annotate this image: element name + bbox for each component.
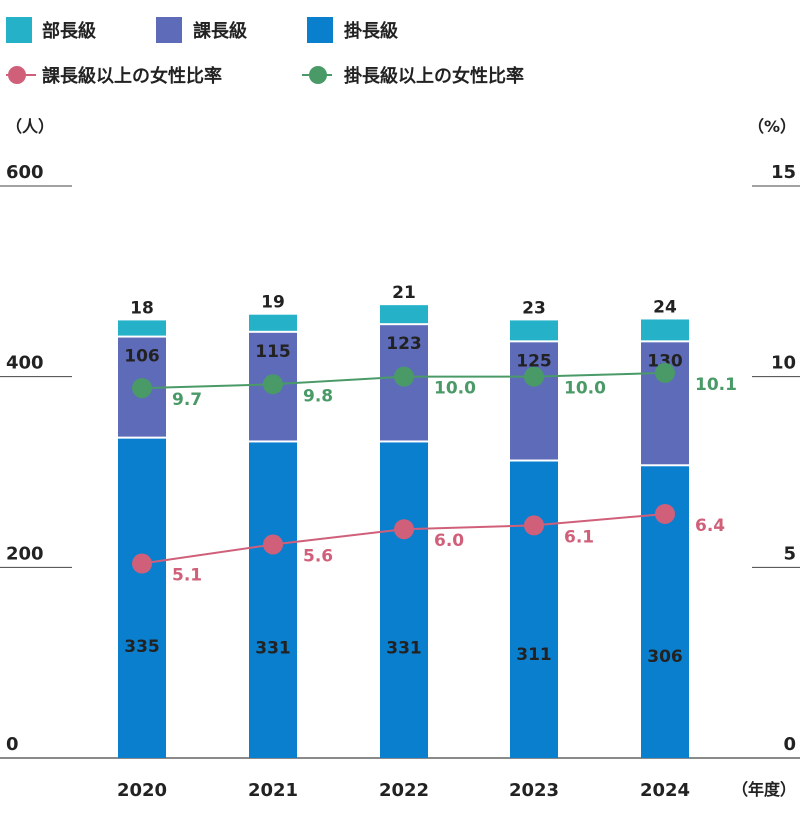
bar-value-label: 335: [124, 637, 160, 657]
y-right-tick-label: 10: [771, 353, 796, 374]
legend-label-kakaricho-ratio: 掛長級以上の女性比率: [344, 65, 524, 87]
bar-segment: [510, 461, 558, 758]
bar-value-label: 23: [522, 298, 546, 318]
legend-swatch-kakaricho: [307, 17, 333, 43]
bar-value-label: 115: [255, 342, 291, 362]
y-right-unit: （%）: [748, 117, 796, 136]
bar-value-label: 106: [124, 347, 160, 367]
x-tick-label: 2021: [248, 780, 298, 801]
ratio-value-label: 10.1: [695, 375, 737, 395]
bar-segment: [641, 319, 689, 341]
bar-segment: [380, 442, 428, 758]
ratio-value-label: 10.0: [434, 379, 476, 399]
bar-segment: [510, 320, 558, 341]
ratio-value-label: 5.1: [172, 566, 202, 586]
bar-segment: [249, 442, 297, 758]
x-tick-label: 2023: [509, 780, 559, 801]
x-tick-label: 2020: [117, 780, 167, 801]
legend-marker-kakaricho-ratio: [309, 66, 327, 84]
bar-segment: [641, 342, 689, 465]
y-left-tick-label: 0: [6, 734, 19, 755]
ratio-point: [655, 503, 675, 524]
x-tick-label: 2022: [379, 780, 429, 801]
bar-segment: [510, 342, 558, 460]
ratio-point: [132, 553, 152, 574]
x-unit: （年度）: [732, 780, 796, 799]
ratio-value-label: 9.8: [303, 386, 333, 406]
bar-value-label: 125: [516, 351, 552, 371]
ratio-point: [524, 515, 544, 536]
bar-value-label: 331: [255, 639, 291, 659]
bar-value-label: 19: [261, 293, 285, 313]
y-left-tick-label: 400: [6, 353, 44, 374]
bar-value-label: 306: [647, 647, 683, 667]
bar-value-label: 123: [386, 334, 422, 354]
bar-segment: [380, 305, 428, 324]
legend-label-bucho: 部長級: [42, 20, 96, 42]
ratio-point: [394, 519, 414, 540]
ratio-value-label: 9.7: [172, 390, 202, 410]
ratio-value-label: 10.0: [564, 379, 606, 399]
ratio-point: [132, 378, 152, 399]
legend-marker-kacho-ratio: [8, 66, 26, 84]
ratio-point: [263, 374, 283, 395]
ratio-point: [524, 366, 544, 387]
bar-value-label: 24: [653, 297, 677, 317]
y-right-tick-label: 5: [783, 543, 796, 564]
bar-value-label: 21: [392, 283, 416, 303]
ratio-value-label: 6.0: [434, 531, 464, 551]
ratio-point: [263, 534, 283, 555]
bar-value-label: 130: [647, 351, 683, 371]
ratio-value-label: 6.4: [695, 516, 725, 536]
y-left-unit: （人）: [6, 117, 54, 136]
ratio-lines: 5.1 5.6 6.0 6.1 6.4 9.7 9.8 10.0 10.0 10.1: [132, 362, 737, 586]
legend-swatch-kacho: [156, 17, 182, 43]
ratio-value-label: 5.6: [303, 546, 333, 566]
ratio-point: [394, 366, 414, 387]
x-tick-label: 2024: [640, 780, 690, 801]
y-left-tick-label: 200: [6, 543, 44, 564]
ratio-value-label: 6.1: [564, 527, 594, 547]
bar-segment: [249, 314, 297, 331]
y-right-tick-label: 0: [783, 734, 796, 755]
legend-label-kakaricho: 掛長級: [344, 20, 398, 42]
ratio-point: [655, 362, 675, 383]
bar-value-label: 311: [516, 645, 552, 665]
legend: 部長級 課長級 掛長級 課長級以上の女性比率 掛長級以上の女性比率: [6, 17, 524, 87]
y-left-tick-label: 600: [6, 162, 44, 183]
bar-value-label: 18: [130, 298, 154, 318]
bar-segment: [118, 320, 166, 336]
legend-label-kacho: 課長級: [193, 20, 247, 42]
bar-value-label: 331: [386, 639, 422, 659]
legend-swatch-bucho: [6, 17, 32, 43]
y-right-tick-label: 15: [771, 162, 796, 183]
legend-label-kacho-ratio: 課長級以上の女性比率: [42, 65, 222, 87]
bar-segment: [118, 438, 166, 758]
